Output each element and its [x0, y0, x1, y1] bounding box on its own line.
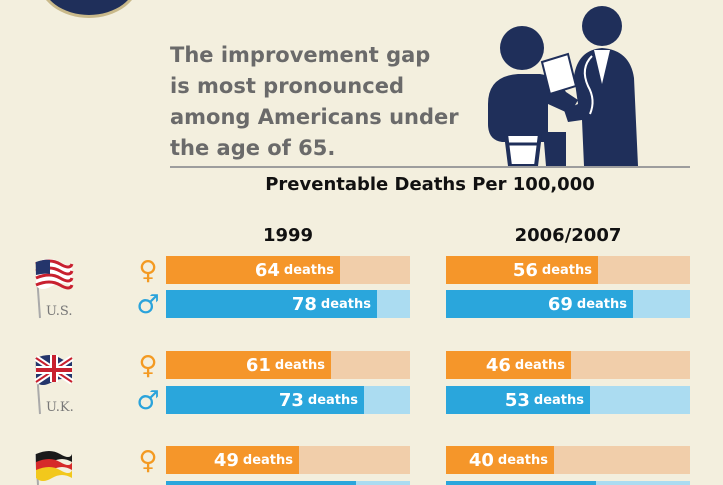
bar-unit: deaths — [307, 392, 358, 408]
bar-germany-male-2006-2007-partial — [446, 481, 596, 485]
bar-unit: deaths — [274, 357, 325, 373]
bar-value: 73 — [278, 389, 304, 411]
bar-track: 46 deaths — [446, 351, 690, 379]
bar-value: 64 — [254, 259, 280, 281]
headline: The improvement gap is most pronounced a… — [170, 40, 460, 164]
bar-us-female-1999: 64 deaths — [166, 256, 340, 284]
headline-line: The improvement gap — [170, 43, 431, 67]
bar-unit: deaths — [283, 262, 334, 278]
doctor-body — [564, 48, 638, 166]
bar-track: 64 deaths — [166, 256, 410, 284]
bar-germany-female-1999: 49 deaths — [166, 446, 299, 474]
bar-track: 56 deaths — [446, 256, 690, 284]
headline-line: is most pronounced — [170, 74, 404, 98]
logo-emblem — [38, 0, 140, 18]
bar-value: 69 — [547, 293, 573, 315]
bar-track — [166, 481, 410, 485]
bar-track — [446, 481, 690, 485]
patient-head — [500, 26, 544, 70]
clipboard — [540, 52, 578, 96]
divider — [170, 166, 690, 168]
bar-value: 53 — [504, 389, 530, 411]
uk-flag — [34, 355, 74, 415]
chart-title: Preventable Deaths Per 100,000 — [265, 174, 595, 195]
doctor-patient-illustration — [488, 6, 638, 166]
bar-value: 46 — [485, 354, 511, 376]
coat-lapel — [594, 50, 610, 84]
bar-value: 56 — [512, 259, 538, 281]
bar-germany-female-2006-2007: 40 deaths — [446, 446, 554, 474]
bar-track: 61 deaths — [166, 351, 410, 379]
doctor-head — [582, 6, 622, 46]
headline-line: the age of 65. — [170, 136, 336, 160]
bar-uk-female-1999: 61 deaths — [166, 351, 331, 379]
bar-track: 78 deaths — [166, 290, 410, 318]
bar-value: 78 — [291, 293, 317, 315]
bar-unit: deaths — [514, 357, 565, 373]
stool — [503, 132, 543, 166]
bar-uk-male-2006-2007: 53 deaths — [446, 386, 590, 414]
usa-flag — [35, 259, 74, 319]
bar-unit: deaths — [533, 392, 584, 408]
germany-flag — [35, 451, 72, 485]
country-label-us: U.S. — [46, 304, 73, 319]
bar-us-male-1999: 78 deaths — [166, 290, 377, 318]
bar-us-male-2006-2007: 69 deaths — [446, 290, 633, 318]
bar-uk-female-2006-2007: 46 deaths — [446, 351, 571, 379]
bar-track: 49 deaths — [166, 446, 410, 474]
bar-track: 53 deaths — [446, 386, 690, 414]
female-symbol: ♀ — [138, 446, 158, 476]
country-label-uk: U.K. — [46, 400, 74, 415]
bar-track: 73 deaths — [166, 386, 410, 414]
bar-uk-male-1999: 73 deaths — [166, 386, 364, 414]
female-symbol: ♀ — [138, 256, 158, 286]
headline-line: among Americans under — [170, 105, 459, 129]
column-header-1999: 1999 — [262, 225, 314, 246]
bar-us-female-2006-2007: 56 deaths — [446, 256, 598, 284]
female-symbol: ♀ — [138, 351, 158, 381]
bar-value: 40 — [468, 449, 494, 471]
bar-value: 61 — [245, 354, 271, 376]
bar-track: 40 deaths — [446, 446, 690, 474]
stethoscope — [583, 55, 594, 115]
bar-unit: deaths — [576, 296, 627, 312]
bar-track: 69 deaths — [446, 290, 690, 318]
male-symbol: ♂ — [136, 386, 160, 416]
bar-unit: deaths — [497, 452, 548, 468]
bar-unit: deaths — [320, 296, 371, 312]
bar-unit: deaths — [541, 262, 592, 278]
bar-value: 49 — [213, 449, 239, 471]
bar-germany-male-1999-partial — [166, 481, 356, 485]
column-header-2006-2007: 2006/2007 — [514, 225, 622, 246]
patient-body — [488, 74, 578, 166]
bar-unit: deaths — [242, 452, 293, 468]
male-symbol: ♂ — [136, 290, 160, 320]
